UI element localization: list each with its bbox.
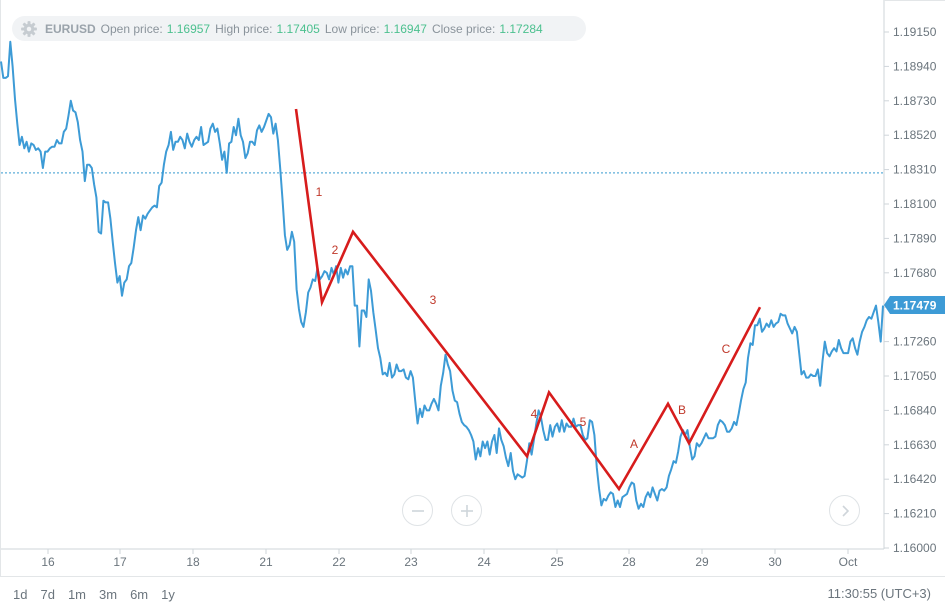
gear-icon[interactable]: [20, 20, 38, 38]
x-tick-label: 29: [695, 555, 709, 569]
scroll-right-button[interactable]: [829, 495, 860, 526]
y-tick-label: 1.16840: [893, 403, 937, 417]
x-tick-label: Oct: [839, 555, 858, 569]
x-tick-label: 22: [332, 555, 346, 569]
y-tick-label: 1.16630: [893, 438, 937, 452]
close-price-label: Close price:: [431, 21, 496, 36]
x-tick-label: 23: [404, 555, 418, 569]
x-tick-label: 30: [768, 555, 782, 569]
zoom-out-button[interactable]: [402, 495, 433, 526]
y-tick-label: 1.17680: [893, 266, 937, 280]
chevron-right-icon: [841, 504, 849, 517]
x-tick-label: 16: [41, 555, 55, 569]
y-tick-label: 1.16000: [893, 541, 937, 555]
x-tick-label: 24: [477, 555, 491, 569]
symbol-label: EURUSD: [45, 21, 96, 36]
range-button-1d[interactable]: 1d: [13, 586, 28, 602]
wave-label: 2: [332, 243, 339, 257]
price-series: [0, 40, 884, 510]
ohlc-info-bar: EURUSD Open price: 1.16957 High price: 1…: [12, 16, 586, 41]
wave-label: B: [678, 403, 686, 417]
x-tick-label: 17: [113, 555, 127, 569]
wave-label: 4: [531, 407, 538, 421]
range-button-7d[interactable]: 7d: [40, 586, 55, 602]
y-axis: 1.19150 1.18940 1.18730 1.18520 1.18310 1.181…: [884, 25, 937, 555]
low-price-label: Low price:: [324, 21, 380, 36]
x-tick-label: 28: [622, 555, 636, 569]
y-tick-label: 1.16420: [893, 472, 937, 486]
y-tick-label: 1.18100: [893, 197, 937, 211]
y-tick-label: 1.17050: [893, 369, 937, 383]
price-line: [0, 40, 884, 510]
current-price-tag: 1.17479: [884, 296, 945, 314]
high-price-value: 1.17405: [276, 21, 320, 36]
wave-label: C: [722, 342, 731, 356]
plus-icon: [460, 504, 473, 517]
zoom-in-button[interactable]: [451, 495, 482, 526]
wave-label: 5: [580, 415, 587, 429]
wave-label: A: [630, 437, 638, 451]
bottom-toolbar: 1d 7d 1m 3m 6m 1y 11:30:55 (UTC+3): [0, 576, 945, 611]
wave-label: 1: [316, 185, 323, 199]
current-price-value: 1.17479: [893, 299, 937, 313]
y-tick-label: 1.18310: [893, 163, 937, 177]
current-price-badge: [884, 296, 945, 314]
open-price-label: Open price:: [100, 21, 163, 36]
wave-line: [294, 108, 762, 492]
x-tick-label: 25: [550, 555, 564, 569]
y-tick-label: 1.18520: [893, 128, 937, 142]
y-tick-label: 1.19150: [893, 25, 937, 39]
y-tick-label: 1.17890: [893, 231, 937, 245]
y-tick-label: 1.17260: [893, 335, 937, 349]
minus-icon: [411, 509, 424, 512]
elliott-wave-annotation: 1 2 3 4 5 A B C: [294, 108, 762, 492]
y-tick-label: 1.16210: [893, 507, 937, 521]
y-tick-label: 1.18730: [893, 94, 937, 108]
open-price-value: 1.16957: [166, 21, 211, 36]
range-button-1m[interactable]: 1m: [67, 586, 86, 602]
clock-label: 11:30:55 (UTC+3): [827, 586, 931, 601]
range-button-1y[interactable]: 1y: [161, 586, 175, 602]
x-axis: 16 17 18 21 22 23 24 25 28 29 30 Oct: [41, 549, 858, 569]
high-price-label: High price:: [215, 21, 273, 36]
low-price-value: 1.16947: [383, 21, 427, 36]
wave-label: 3: [430, 293, 437, 307]
range-button-6m[interactable]: 6m: [130, 586, 149, 602]
x-tick-label: 21: [259, 555, 273, 569]
range-button-3m[interactable]: 3m: [99, 586, 118, 602]
x-tick-label: 18: [186, 555, 200, 569]
y-tick-label: 1.18940: [893, 59, 937, 73]
close-price-value: 1.17284: [499, 21, 543, 36]
